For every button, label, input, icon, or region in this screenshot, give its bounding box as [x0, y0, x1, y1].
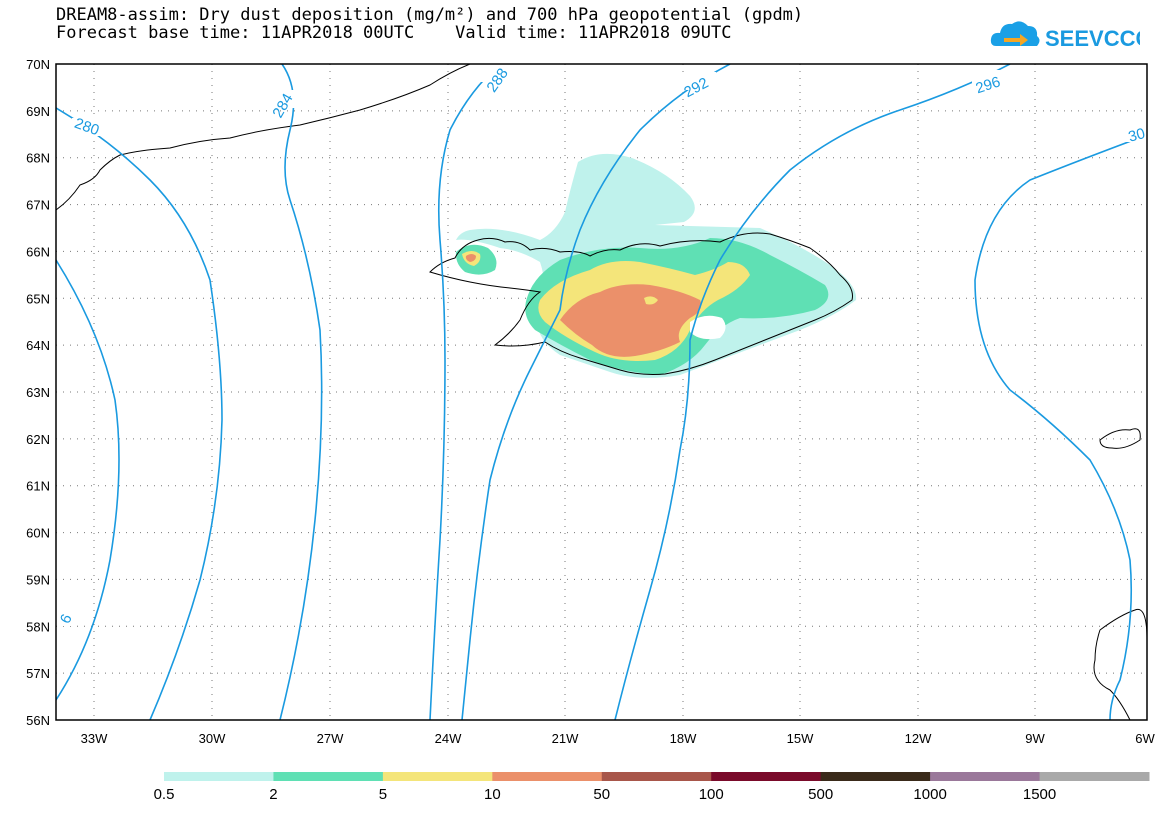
greenland-coast [56, 64, 471, 211]
contour-300 [974, 134, 1147, 720]
lon-label: 27W [317, 731, 344, 746]
lat-label: 65N [26, 291, 50, 306]
legend-label: 5 [379, 786, 387, 803]
lat-label: 59N [26, 572, 50, 587]
lat-label: 61N [26, 479, 50, 494]
lon-label: 24W [435, 731, 462, 746]
lat-label: 62N [26, 432, 50, 447]
lon-label: 18W [670, 731, 697, 746]
contour-label-296: 296 [974, 73, 1003, 97]
lon-label: 21W [552, 731, 579, 746]
lat-label: 67N [26, 198, 50, 213]
dust-deposition-field [455, 153, 857, 378]
lat-label: 56N [26, 713, 50, 728]
legend-swatch [492, 772, 603, 781]
latitude-labels: 70N 69N 68N 67N 66N 65N 64N 63N 62N 61N 60N 59N 58N 5… [26, 57, 50, 728]
lat-label: 58N [26, 619, 50, 634]
contour-284 [279, 64, 323, 720]
lon-label: 12W [905, 731, 932, 746]
contour-276 [56, 259, 120, 701]
legend-swatch [273, 772, 384, 781]
map-frame [55, 63, 1148, 721]
lon-label: 15W [787, 731, 814, 746]
lat-label: 60N [26, 526, 50, 541]
legend-label: 50 [593, 786, 610, 803]
legend-swatch [164, 772, 274, 781]
dust-core-orange [560, 284, 702, 357]
legend-label: 100 [699, 786, 724, 803]
forecast-times: Forecast base time: 11APR2018 00UTC Vali… [56, 23, 732, 43]
cloud-icon [990, 21, 1040, 46]
legend-label: 2 [269, 786, 277, 803]
graticule [56, 64, 1147, 720]
legend-swatch [711, 772, 822, 781]
lon-label: 9W [1025, 731, 1045, 746]
dust-yellow-spot [644, 296, 658, 305]
iceland-coast [429, 232, 853, 375]
lon-label: 33W [81, 731, 108, 746]
contour-292 [461, 64, 731, 720]
lon-label: 6W [1135, 731, 1155, 746]
legend-label: 1000 [913, 786, 946, 803]
contour-label-30: 30 [1126, 125, 1147, 146]
legend-swatch [1039, 772, 1150, 781]
legend-swatch [930, 772, 1041, 781]
legend-labels: 0.5 2 5 10 50 100 500 1000 1500 [154, 786, 1057, 803]
lat-label: 68N [26, 151, 50, 166]
contour-280 [56, 107, 223, 720]
lat-label: 69N [26, 104, 50, 119]
lat-label: 64N [26, 338, 50, 353]
coastlines [56, 64, 1147, 720]
legend-label: 500 [808, 786, 833, 803]
scotland-coast [1093, 608, 1147, 720]
legend-label: 1500 [1023, 786, 1056, 803]
logo-text: SEEVCCC [1045, 26, 1140, 51]
longitude-labels: 33W 30W 27W 24W 21W 18W 15W 12W 9W 6W [81, 731, 1156, 746]
contour-296 [614, 64, 1011, 720]
chart-title: DREAM8-assim: Dry dust deposition (mg/m²… [56, 5, 804, 25]
legend-swatches [164, 772, 1150, 781]
lat-label: 57N [26, 666, 50, 681]
lon-label: 30W [199, 731, 226, 746]
dust-nw-orange [465, 254, 476, 262]
legend-swatch [820, 772, 931, 781]
contour-labels: 280 284 288 292 296 30 6 [57, 64, 1147, 626]
faroe-norway-coast [1099, 428, 1141, 449]
dust-hole [690, 315, 726, 340]
contour-288 [429, 64, 501, 720]
lat-label: 66N [26, 244, 50, 259]
legend-label: 0.5 [154, 786, 175, 803]
legend-label: 10 [484, 786, 501, 803]
seevccc-logo: SEEVCCC [990, 21, 1140, 51]
legend-swatch [382, 772, 493, 781]
lat-label: 63N [26, 385, 50, 400]
lat-label: 70N [26, 57, 50, 72]
geopotential-contours [56, 64, 1147, 720]
legend-swatch [601, 772, 712, 781]
